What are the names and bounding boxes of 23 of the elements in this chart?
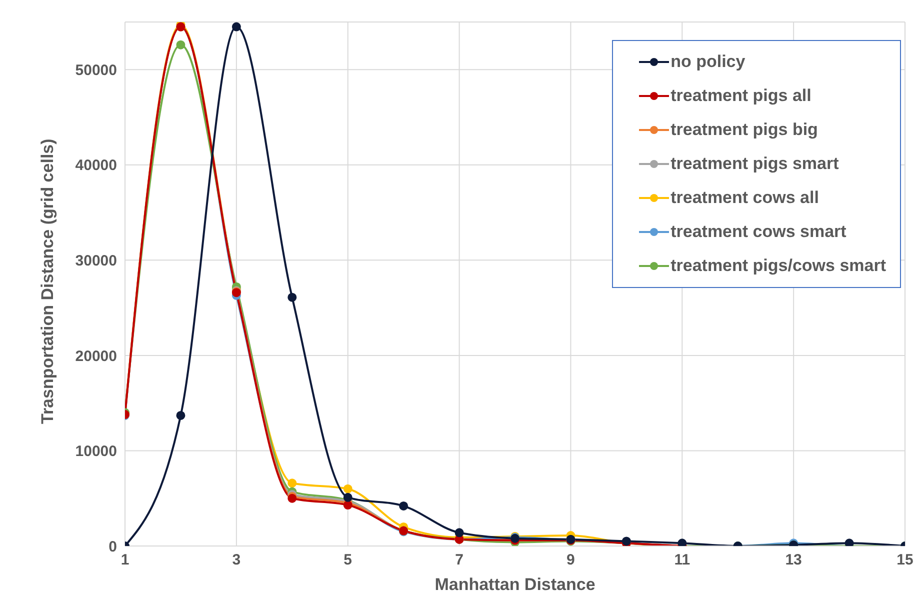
y-axis-title: Trasnportation Distance (grid cells) [38,138,58,424]
legend-label: treatment pigs smart [670,154,839,174]
y-tick-label: 0 [108,538,117,556]
y-tick-label: 40000 [75,157,117,174]
x-tick-label: 15 [896,552,914,569]
y-tick-label: 10000 [75,443,117,460]
x-axis-title: Manhattan Distance [434,575,596,594]
x-tick-label: 9 [566,552,575,569]
legend-label: no policy [670,52,746,72]
y-tick-label: 30000 [75,252,117,270]
x-tick-label: 3 [232,552,241,569]
x-tick-label: 11 [674,552,690,569]
x-tick-label: 7 [455,552,464,569]
y-tick-label: 20000 [75,348,117,365]
legend-label: treatment pigs big [670,120,818,140]
x-tick-label: 5 [344,552,352,569]
legend-label: treatment cows smart [670,222,846,242]
x-tick-label: 13 [785,552,802,569]
y-tick-label: 50000 [75,62,117,79]
legend-label: treatment cows all [670,188,819,208]
legend-label: treatment pigs/cows smart [670,256,886,276]
legend-label: treatment pigs all [670,86,812,106]
x-tick-label: 1 [120,552,130,569]
